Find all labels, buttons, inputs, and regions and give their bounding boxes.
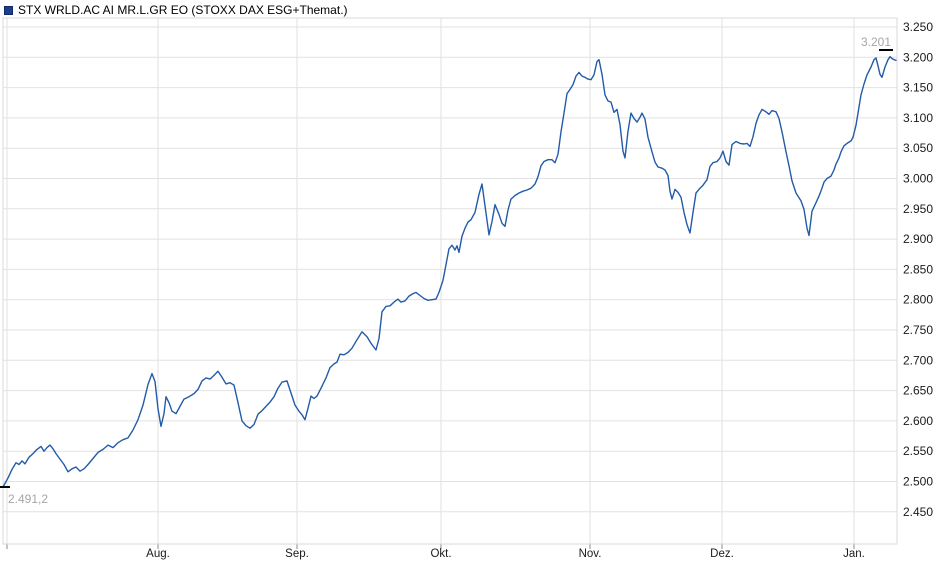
chart-title: STX WRLD.AC AI MR.L.GR EO (STOXX DAX ESG… [18,3,348,17]
y-axis-label: 3.000 [903,172,933,186]
y-axis-label: 2.850 [903,262,933,276]
x-axis-label: Sep. [285,548,309,560]
y-axis-label: 2.550 [903,444,933,458]
x-axis-label: Okt. [430,548,451,560]
y-axis-label: 3.250 [903,20,933,34]
y-axis-label: 3.100 [903,111,933,125]
chart-header: STX WRLD.AC AI MR.L.GR EO (STOXX DAX ESG… [4,3,348,17]
y-axis-label: 2.500 [903,475,933,489]
x-axis-label: Dez. [710,548,734,560]
legend-swatch-icon [4,5,13,15]
y-axis-label: 2.800 [903,293,933,307]
start-value-label: 2.491,2 [8,492,48,506]
y-axis-label: 2.450 [903,505,933,519]
y-axis-label: 2.900 [903,232,933,246]
y-axis-label: 3.150 [903,81,933,95]
y-axis-label: 2.700 [903,353,933,367]
y-axis-label: 3.200 [903,50,933,64]
y-axis-label: 3.050 [903,141,933,155]
y-axis-label: 2.950 [903,202,933,216]
y-axis-label: 2.650 [903,384,933,398]
x-axis-label: Jan. [843,548,865,560]
price-line [2,56,897,488]
y-axis-label: 2.750 [903,323,933,337]
end-value-label: 3.201 [861,35,891,49]
y-axis-label: 2.600 [903,414,933,428]
x-axis-label: Aug. [146,548,170,560]
x-axis-label: Nov. [579,548,602,560]
plot-border [2,17,898,545]
